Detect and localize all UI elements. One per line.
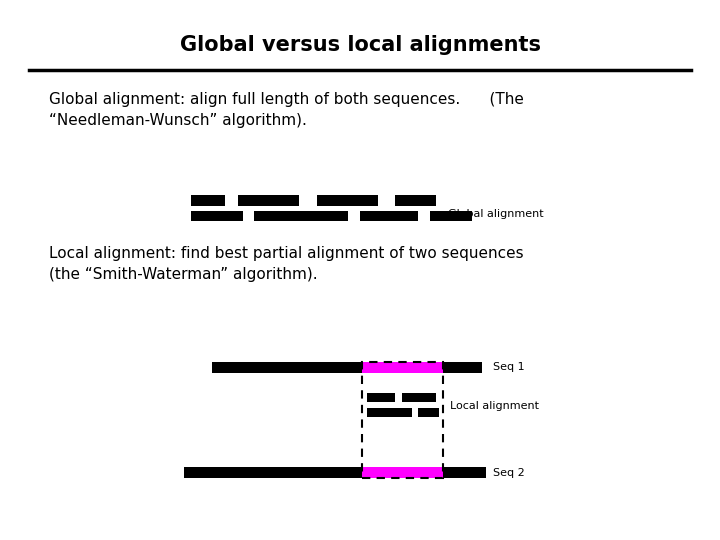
- Bar: [360, 211, 418, 221]
- Bar: [395, 195, 436, 206]
- Bar: [191, 211, 243, 221]
- Text: Global alignment: align full length of both sequences.      (The: Global alignment: align full length of b…: [49, 92, 524, 107]
- Text: Global versus local alignments: Global versus local alignments: [179, 35, 541, 55]
- Text: Local alignment: Local alignment: [450, 401, 539, 411]
- Text: Local alignment: find best partial alignment of two sequences: Local alignment: find best partial align…: [49, 246, 523, 261]
- Bar: [362, 362, 443, 373]
- Bar: [367, 393, 395, 402]
- Bar: [430, 211, 472, 221]
- Bar: [317, 195, 378, 206]
- Bar: [418, 408, 439, 417]
- Bar: [362, 362, 443, 478]
- Text: (the “Smith-Waterman” algorithm).: (the “Smith-Waterman” algorithm).: [49, 267, 318, 282]
- Bar: [402, 393, 436, 402]
- Text: Seq 1: Seq 1: [493, 362, 525, 372]
- Bar: [191, 195, 225, 206]
- Bar: [367, 408, 412, 417]
- Text: “Needleman-Wunsch” algorithm).: “Needleman-Wunsch” algorithm).: [49, 113, 307, 129]
- Bar: [362, 467, 443, 478]
- Bar: [238, 195, 299, 206]
- Bar: [184, 467, 486, 478]
- Text: Seq 2: Seq 2: [493, 468, 525, 477]
- Bar: [254, 211, 348, 221]
- Bar: [212, 362, 482, 373]
- Text: Global alignment: Global alignment: [448, 209, 544, 219]
